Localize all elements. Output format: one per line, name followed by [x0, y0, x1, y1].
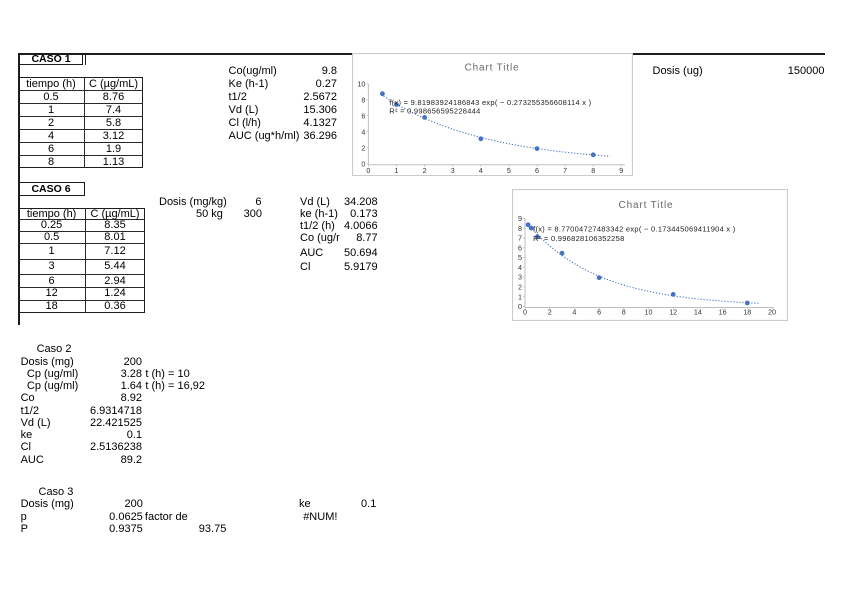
svg-text:8: 8 — [361, 96, 365, 105]
svg-text:1: 1 — [518, 292, 522, 301]
svg-text:7: 7 — [563, 166, 567, 175]
svg-text:R² = 0.998656595228444: R² = 0.998656595228444 — [389, 107, 480, 116]
svg-text:7: 7 — [518, 233, 522, 242]
svg-text:2: 2 — [547, 307, 551, 316]
svg-text:6: 6 — [535, 166, 539, 175]
svg-text:f(x) = 9.81983924186843 exp( −: f(x) = 9.81983924186843 exp( − 0.2732553… — [389, 98, 591, 107]
svg-text:6: 6 — [597, 307, 601, 316]
svg-text:10: 10 — [357, 80, 365, 89]
svg-text:R² = 0.996828106352258: R² = 0.996828106352258 — [533, 234, 624, 243]
svg-text:1: 1 — [395, 166, 399, 175]
svg-text:2: 2 — [361, 144, 365, 153]
svg-text:20: 20 — [768, 307, 776, 316]
svg-text:3: 3 — [451, 166, 455, 175]
svg-text:0: 0 — [518, 302, 522, 311]
svg-text:5: 5 — [518, 253, 522, 262]
svg-text:8: 8 — [518, 223, 522, 232]
svg-text:4: 4 — [479, 166, 483, 175]
svg-text:6: 6 — [518, 243, 522, 252]
svg-text:3: 3 — [518, 272, 522, 281]
svg-text:2: 2 — [518, 282, 522, 291]
svg-text:Chart Title: Chart Title — [618, 200, 673, 211]
svg-text:0: 0 — [361, 160, 365, 169]
svg-text:8: 8 — [591, 166, 595, 175]
svg-text:10: 10 — [644, 307, 652, 316]
svg-text:Chart Title: Chart Title — [465, 63, 520, 74]
svg-text:4: 4 — [572, 307, 576, 316]
svg-text:0: 0 — [366, 166, 370, 175]
svg-text:18: 18 — [743, 307, 751, 316]
svg-text:2: 2 — [423, 166, 427, 175]
svg-text:14: 14 — [693, 307, 701, 316]
svg-text:12: 12 — [669, 307, 677, 316]
svg-text:9: 9 — [619, 166, 623, 175]
svg-text:6: 6 — [361, 112, 365, 121]
svg-text:5: 5 — [507, 166, 511, 175]
svg-text:8: 8 — [621, 307, 625, 316]
svg-text:0: 0 — [523, 307, 527, 316]
svg-text:9: 9 — [518, 214, 522, 223]
svg-text:16: 16 — [718, 307, 726, 316]
svg-text:4: 4 — [361, 128, 365, 137]
svg-text:f(x) = 8.77004727483342 exp( −: f(x) = 8.77004727483342 exp( − 0.1734450… — [533, 224, 736, 233]
svg-text:4: 4 — [518, 262, 522, 271]
